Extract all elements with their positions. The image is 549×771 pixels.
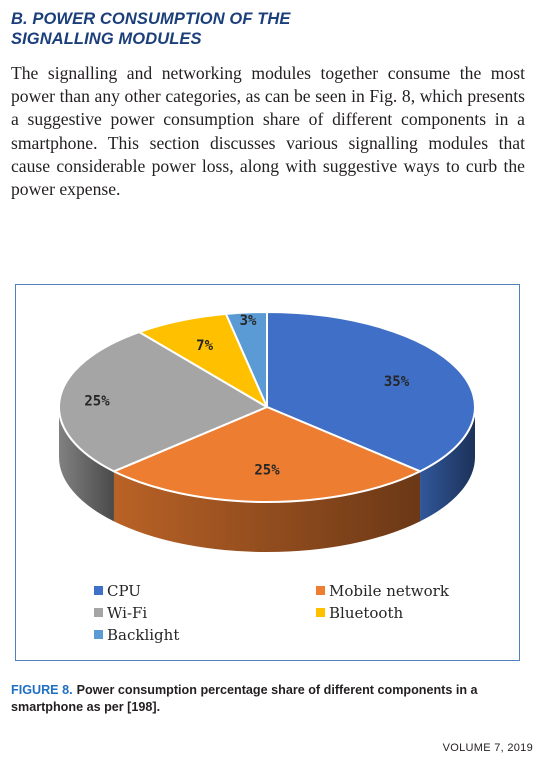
section-heading: B. POWER CONSUMPTION OF THE SIGNALLING M… bbox=[11, 9, 531, 49]
legend-label-backlight: Backlight bbox=[107, 626, 179, 644]
legend-label-wi-fi: Wi-Fi bbox=[107, 604, 147, 622]
pie-value-label-bluetooth: 7% bbox=[196, 338, 213, 354]
pie-chart: 35% 25% 25% 7% 3% CPU Mobile network Wi-Fi Bluet… bbox=[58, 311, 476, 644]
section-heading-line2: SIGNALLING MODULES bbox=[11, 30, 202, 48]
pie-slice-backlight bbox=[225, 311, 268, 408]
pie-side-wi-fi bbox=[59, 407, 114, 522]
legend-label-bluetooth: Bluetooth bbox=[329, 604, 403, 622]
chart-legend: CPU Mobile network Wi-Fi Bluetooth Backlight bbox=[94, 582, 450, 644]
figure-frame: 35% 25% 25% 7% 3% CPU Mobile network Wi-Fi Bluet… bbox=[15, 284, 520, 661]
figure-caption-text: Power consumption percentage share of di… bbox=[11, 683, 478, 714]
figure-label: FIGURE 8. bbox=[11, 683, 73, 697]
pie-slice-wi-fi bbox=[58, 331, 268, 473]
section-heading-line1: B. POWER CONSUMPTION OF THE bbox=[11, 10, 291, 28]
legend-label-mobile-network: Mobile network bbox=[329, 582, 450, 600]
pie-slice-cpu bbox=[266, 311, 476, 473]
pie-side-mobile-network bbox=[113, 471, 421, 552]
figure-caption: FIGURE 8. Power consumption percentage sh… bbox=[11, 682, 531, 716]
pie-slice-bluetooth bbox=[138, 312, 268, 408]
legend-swatch-wi-fi bbox=[94, 608, 103, 617]
pie-value-label-backlight: 3% bbox=[240, 313, 257, 329]
legend-swatch-mobile-network bbox=[316, 586, 325, 595]
legend-swatch-cpu bbox=[94, 586, 103, 595]
pie-side-walls bbox=[59, 407, 475, 552]
legend-label-cpu: CPU bbox=[107, 582, 141, 600]
pie-slice-mobile-network bbox=[112, 406, 422, 503]
pie-value-label-cpu: 35% bbox=[384, 374, 410, 390]
pie-value-label-mobile-network: 25% bbox=[254, 463, 280, 479]
legend-swatch-backlight bbox=[94, 630, 103, 639]
legend-swatch-bluetooth bbox=[316, 608, 325, 617]
page-footer-volume: VOLUME 7, 2019 bbox=[442, 742, 533, 754]
section-paragraph: The signalling and networking modules to… bbox=[11, 63, 525, 200]
pie-value-label-wi-fi: 25% bbox=[84, 394, 110, 410]
pie-side-cpu bbox=[420, 407, 475, 522]
